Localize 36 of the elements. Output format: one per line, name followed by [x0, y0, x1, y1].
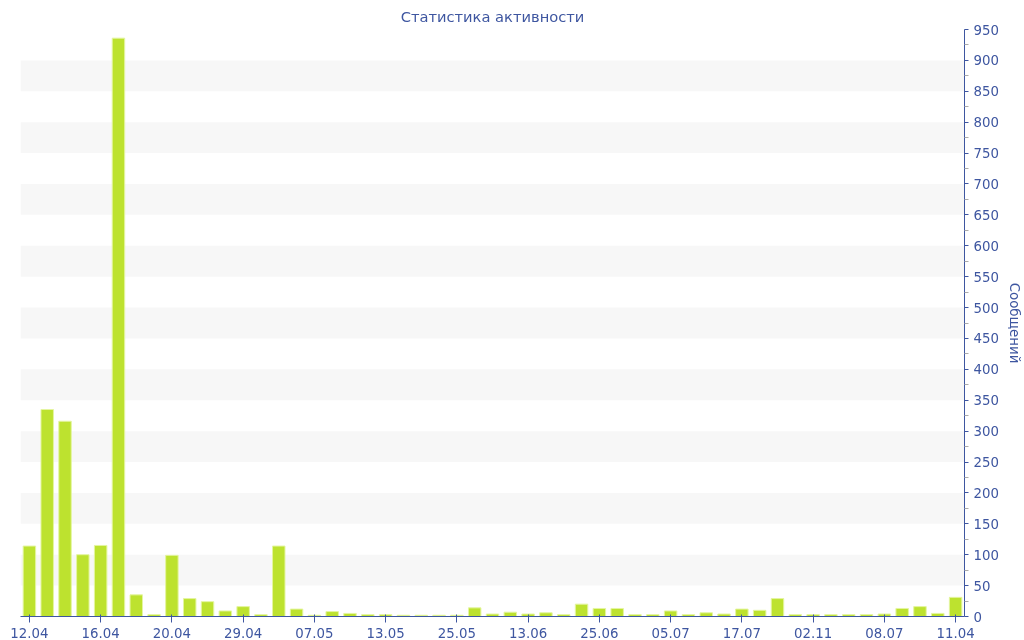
y-tick-label: 500: [973, 300, 999, 316]
x-tick-label: 11.04: [936, 625, 975, 640]
y-tick-label: 800: [973, 115, 999, 131]
chart-title: Статистика активности: [400, 7, 585, 25]
y-tick-label: 600: [973, 238, 999, 254]
x-tick-label: 29.04: [224, 625, 263, 640]
y-axis-title: Сообщений: [1006, 282, 1022, 364]
y-tick-label: 50: [973, 578, 991, 594]
x-tick-label: 13.06: [509, 625, 548, 640]
x-tick-label: 25.06: [580, 625, 619, 640]
x-tick-label: 08.07: [865, 625, 904, 640]
y-tick-label: 300: [973, 424, 999, 440]
y-tick-label: 950: [973, 22, 999, 38]
y-tick-label: 650: [973, 207, 999, 223]
y-tick-label: 400: [973, 362, 999, 378]
y-tick-label: 250: [973, 455, 999, 471]
y-tick-label: 550: [973, 269, 999, 285]
x-tick-label: 05.07: [651, 625, 690, 640]
y-tick-label: 150: [973, 516, 999, 532]
x-tick-label: 07.05: [295, 625, 334, 640]
x-tick-label: 25.05: [437, 625, 476, 640]
x-tick-label: 02.11: [794, 625, 833, 640]
y-tick-label: 450: [973, 331, 999, 347]
x-tick-label: 17.07: [722, 625, 761, 640]
y-tick-label: 100: [973, 547, 999, 563]
y-tick-label: 850: [973, 84, 999, 100]
y-tick-label: 750: [973, 146, 999, 162]
x-tick-label: 20.04: [152, 625, 191, 640]
y-tick-label: 900: [973, 53, 999, 69]
x-tick-label: 16.04: [81, 625, 120, 640]
y-tick-label: 0: [973, 609, 982, 625]
x-tick-label: 12.04: [10, 625, 49, 640]
y-tick-label: 350: [973, 393, 999, 409]
x-tick-label: 13.05: [366, 625, 405, 640]
y-tick-label: 200: [973, 485, 999, 501]
y-tick-label: 700: [973, 176, 999, 192]
